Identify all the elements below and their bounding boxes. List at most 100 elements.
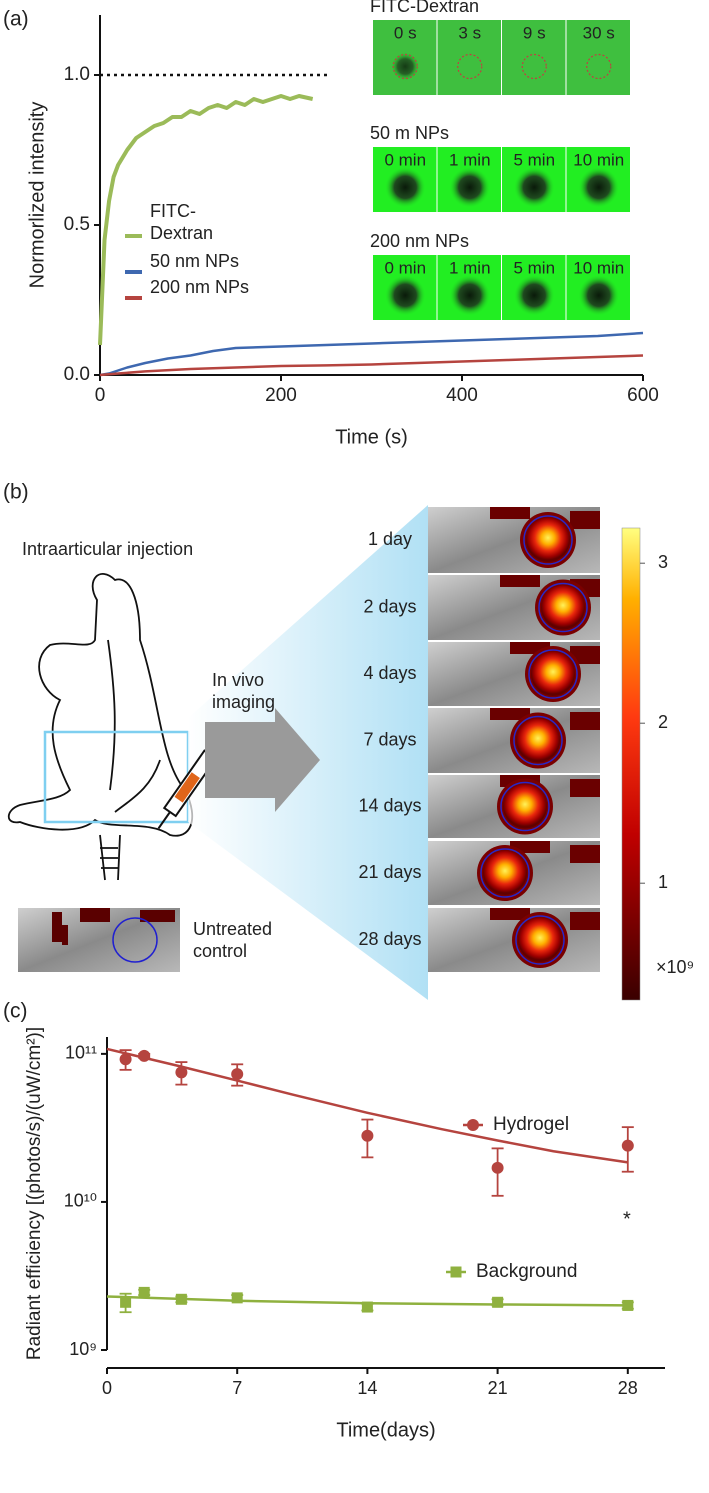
x-tick-label: 600	[627, 385, 659, 406]
inset-time-label: 0 s	[394, 23, 417, 42]
annotation-label: Untreated control	[193, 919, 273, 961]
particle-spot	[514, 275, 555, 316]
inset-time-label: 10 min	[573, 258, 624, 277]
data-point	[361, 1129, 374, 1142]
y-axis-title: Radiant efficiency [(photos/s)/(uW/cm²)]	[24, 1027, 45, 1360]
legend-label: Hydrogel	[493, 1114, 569, 1135]
day-label: 2 days	[363, 596, 416, 616]
signal-core	[483, 851, 527, 895]
inset-title: 200 nm NPs	[370, 231, 469, 251]
signal-patch	[500, 575, 540, 587]
signal-patch	[570, 646, 600, 664]
annotation-label: Intraarticular injection	[22, 539, 193, 559]
y-tick-label: 0.5	[64, 214, 90, 235]
x-tick-label: 28	[618, 1378, 638, 1398]
x-tick-label: 0	[95, 385, 106, 406]
colorbar-tick-label: 1	[658, 872, 668, 892]
signal-patch	[570, 511, 600, 529]
data-line	[98, 94, 314, 346]
inset-image	[502, 20, 566, 95]
legend-marker	[467, 1119, 479, 1131]
y-tick-label: 10¹⁰	[64, 1191, 97, 1211]
particle-spot	[449, 167, 490, 208]
signal-patch	[140, 910, 175, 922]
day-label: 4 days	[363, 663, 416, 683]
legend-label: Background	[476, 1261, 577, 1282]
signal-core	[516, 718, 560, 763]
data-point	[119, 1053, 132, 1066]
annotation-label: In vivo imaging	[212, 670, 276, 712]
roi-circle	[480, 848, 530, 898]
particle-spot	[385, 167, 426, 208]
roi-circle	[538, 582, 588, 633]
signal-patch	[570, 712, 600, 730]
bleach-spot	[391, 52, 420, 81]
signal-patch	[570, 779, 600, 797]
panel-label: (b)	[3, 481, 29, 504]
data-point	[120, 1296, 132, 1308]
y-tick-label: 0.0	[64, 364, 90, 385]
inset-time-label: 1 min	[449, 150, 491, 169]
day-label: 14 days	[358, 795, 421, 815]
legend-label: 50 nm NPs	[150, 251, 240, 271]
inset-title: FITC-Dextran	[370, 0, 479, 16]
y-tick-label: 10⁹	[69, 1339, 97, 1359]
particle-spot	[449, 275, 490, 316]
signal-core	[541, 585, 585, 630]
x-tick-label: 7	[232, 1378, 242, 1398]
inset-image	[437, 20, 501, 95]
y-axis-title: Normorlized intensity	[26, 102, 48, 289]
x-tick-label: 21	[488, 1378, 508, 1398]
data-point	[361, 1301, 373, 1313]
panel-label: (a)	[3, 8, 29, 31]
data-point	[621, 1139, 634, 1152]
signal-core	[526, 518, 570, 562]
inset-time-label: 10 min	[573, 150, 624, 169]
roi-circle	[392, 53, 418, 80]
fit-line	[106, 1047, 628, 1164]
colorbar-tick-label: 3	[658, 552, 668, 572]
inset-title: 50 m NPs	[370, 123, 449, 143]
y-tick-label: 1.0	[64, 64, 90, 85]
roi-circle	[528, 649, 578, 699]
roi-circle	[521, 53, 547, 80]
data-point	[175, 1066, 188, 1079]
inset-time-label: 5 min	[513, 150, 555, 169]
y-tick-label: 10¹¹	[65, 1043, 97, 1063]
data-point	[492, 1296, 504, 1308]
x-axis-title: Time(days)	[336, 1419, 435, 1441]
data-point	[138, 1049, 151, 1062]
x-tick-label: 14	[357, 1378, 377, 1398]
signal-patch	[570, 912, 600, 930]
day-label: 7 days	[363, 729, 416, 749]
colorbar-unit: ×10⁹	[656, 957, 694, 977]
signal-patch	[52, 912, 62, 942]
x-tick-label: 0	[102, 1378, 112, 1398]
particle-spot	[578, 167, 619, 208]
inset-time-label: 5 min	[513, 258, 555, 277]
inset-time-label: 1 min	[449, 258, 491, 277]
x-tick-label: 200	[265, 385, 297, 406]
colorbar-tick-label: 2	[658, 712, 668, 732]
signal-core	[531, 652, 575, 696]
inset-time-label: 9 s	[523, 23, 546, 42]
particle-spot	[385, 275, 426, 316]
inset-image	[566, 20, 630, 95]
roi-circle	[112, 917, 158, 963]
signal-patch	[490, 908, 530, 920]
particle-spot	[514, 167, 555, 208]
signal-core	[503, 784, 547, 829]
data-point	[491, 1161, 504, 1174]
signal-core	[518, 918, 562, 962]
x-tick-label: 400	[446, 385, 478, 406]
data-point	[231, 1068, 244, 1081]
signal-patch	[570, 845, 600, 863]
colorbar	[621, 527, 641, 1001]
data-line	[99, 331, 644, 377]
legend-label: 200 nm NPs	[150, 277, 250, 297]
signal-patch	[490, 708, 530, 720]
legend-label: FITC-Dextran	[150, 201, 214, 243]
roi-circle	[513, 715, 563, 766]
roi-circle	[515, 915, 565, 965]
